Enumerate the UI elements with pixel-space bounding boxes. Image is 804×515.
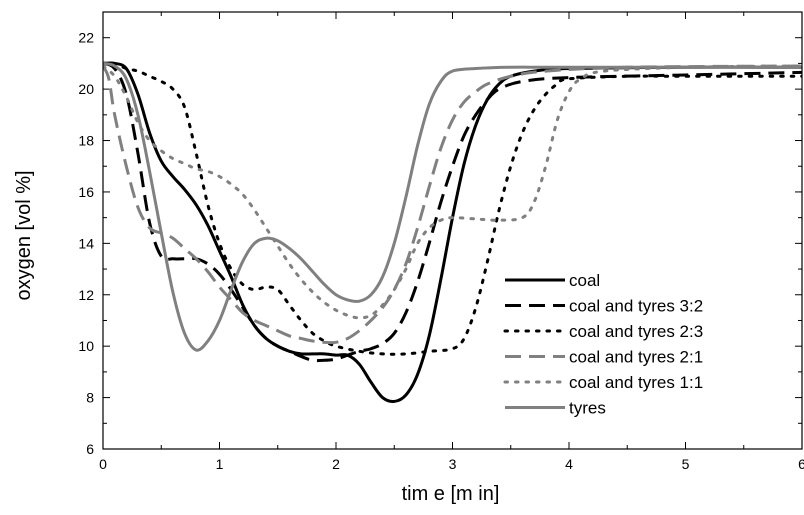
series-line-4 [103, 64, 802, 345]
y-tick-label: 14 [78, 235, 94, 251]
plot-frame [102, 11, 803, 450]
series-line-6 [103, 61, 802, 352]
legend-label-3: coal and tyres 2:3 [569, 322, 703, 341]
legend-label-2: coal and tyres 3:2 [569, 297, 703, 316]
x-tick-label: 0 [99, 456, 107, 472]
legend-label-6: tyres [569, 399, 606, 418]
x-tick-label: 6 [798, 456, 804, 472]
y-tick-label: 12 [78, 287, 94, 303]
legend-label-5: coal and tyres 1:1 [569, 373, 703, 392]
series-line-3 [103, 61, 802, 356]
legend-label-4: coal and tyres 2:1 [569, 348, 703, 367]
y-tick-label: 16 [78, 184, 94, 200]
y-tick-label: 6 [86, 441, 94, 457]
legend: coal coal and tyres 3:2 coal and tyres 2:3… [503, 271, 703, 418]
y-tick-label: 8 [86, 390, 94, 406]
series-line-5 [103, 64, 802, 320]
x-tick-label: 4 [565, 456, 573, 472]
x-tick-label: 1 [216, 456, 224, 472]
y-tick-label: 10 [78, 338, 94, 354]
x-tick-label: 2 [332, 456, 340, 472]
y-tick-label: 22 [78, 30, 94, 46]
x-axis-title: tim e [m in] [402, 483, 500, 505]
series-line-2 [103, 61, 802, 363]
y-axis-title: oxygen [vol %] [13, 170, 35, 300]
x-tick-label: 3 [449, 456, 457, 472]
y-tick-label: 18 [78, 133, 94, 149]
legend-label-1: coal [569, 271, 600, 290]
series-lines [103, 61, 802, 404]
x-tick-label: 5 [682, 456, 690, 472]
y-tick-label: 20 [78, 81, 94, 97]
